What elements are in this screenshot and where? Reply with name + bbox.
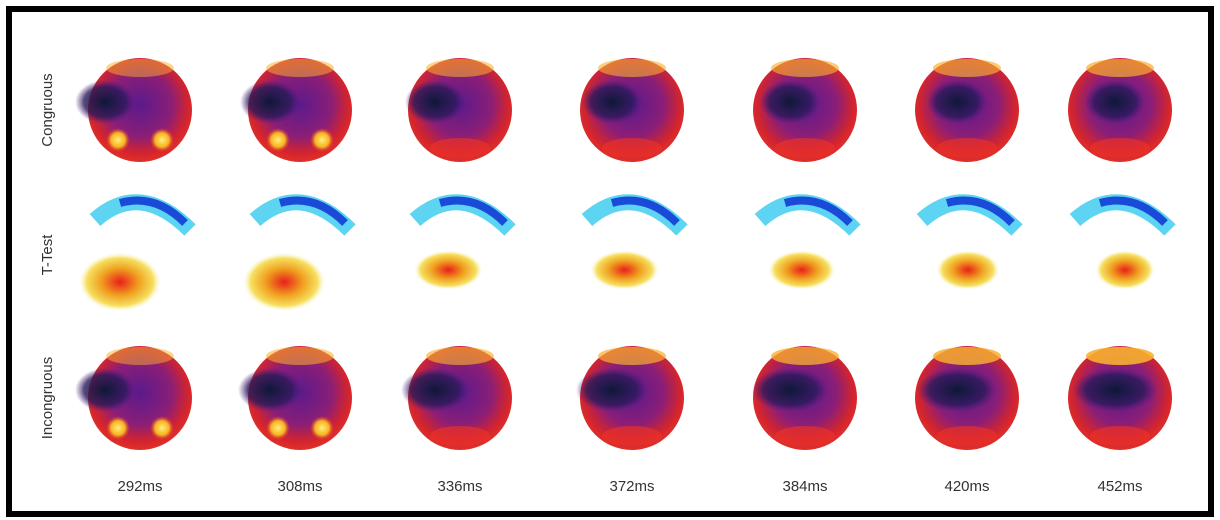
- time-label: 452ms: [1097, 478, 1142, 495]
- posterior-region: [1090, 426, 1150, 446]
- topo-map: [576, 346, 684, 450]
- positive-blob: [1094, 250, 1156, 290]
- topo-map: [240, 58, 352, 162]
- topo-map: [401, 346, 512, 450]
- negative-arc-core: [610, 196, 680, 226]
- ttest-map: [242, 194, 356, 312]
- negative-region: [401, 368, 469, 412]
- negative-arc-core: [783, 196, 853, 226]
- topo-map: [1068, 58, 1172, 162]
- positive-blob: [589, 250, 660, 290]
- posterior-peak: [310, 128, 334, 152]
- posterior-peak: [310, 416, 334, 440]
- topo-map: [75, 58, 192, 162]
- negative-arc-core: [278, 196, 348, 226]
- topographic-maps: [75, 58, 1176, 450]
- ttest-map: [754, 194, 861, 290]
- posterior-region: [937, 138, 997, 158]
- negative-region: [752, 368, 828, 412]
- frontal-peak: [106, 59, 174, 77]
- frontal-peak: [771, 59, 839, 77]
- negative-region: [240, 80, 300, 124]
- frontal-peak: [266, 59, 334, 77]
- positive-blob: [767, 250, 836, 290]
- topo-map: [405, 58, 512, 162]
- time-label: 336ms: [437, 478, 482, 495]
- negative-region: [75, 368, 135, 412]
- negative-region: [238, 368, 302, 412]
- frontal-peak: [426, 347, 494, 365]
- negative-region: [405, 80, 465, 124]
- posterior-region: [937, 426, 997, 446]
- negative-region: [582, 80, 642, 124]
- topo-map: [752, 346, 857, 450]
- row-label: Congruous: [39, 73, 56, 146]
- posterior-region: [602, 426, 662, 446]
- posterior-peak: [106, 416, 130, 440]
- posterior-peak: [150, 416, 174, 440]
- frontal-peak: [266, 347, 334, 365]
- topo-map: [238, 346, 352, 450]
- posterior-region: [430, 138, 490, 158]
- topo-map: [1068, 346, 1172, 450]
- positive-blob: [242, 252, 327, 312]
- negative-region: [760, 80, 820, 124]
- ttest-map: [1069, 194, 1176, 290]
- frontal-peak: [933, 59, 1001, 77]
- negative-arc-core: [945, 196, 1015, 226]
- time-label: 372ms: [609, 478, 654, 495]
- posterior-region: [602, 138, 662, 158]
- positive-blob: [78, 252, 162, 312]
- time-label: 420ms: [944, 478, 989, 495]
- row-label: Incongruous: [39, 357, 56, 440]
- topo-map: [580, 58, 684, 162]
- ttest-map: [78, 194, 196, 312]
- posterior-peak: [150, 128, 174, 152]
- negative-region: [75, 80, 135, 124]
- posterior-region: [775, 426, 835, 446]
- frontal-peak: [598, 59, 666, 77]
- negative-region: [576, 368, 648, 412]
- topo-map: [915, 346, 1019, 450]
- posterior-peak: [106, 128, 130, 152]
- frontal-peak: [933, 347, 1001, 365]
- positive-blob: [935, 250, 1001, 290]
- ttest-map: [409, 194, 516, 290]
- frontal-peak: [426, 59, 494, 77]
- positive-blob: [413, 250, 484, 290]
- negative-region: [917, 368, 997, 412]
- posterior-region: [1090, 138, 1150, 158]
- time-label: 292ms: [117, 478, 162, 495]
- negative-arc-core: [1098, 196, 1168, 226]
- posterior-region: [430, 426, 490, 446]
- posterior-peak: [266, 416, 290, 440]
- topo-map: [75, 346, 192, 450]
- ttest-map: [581, 194, 688, 290]
- time-label: 308ms: [277, 478, 322, 495]
- row-label: T-Test: [39, 234, 56, 276]
- frontal-peak: [1086, 59, 1154, 77]
- negative-region: [1073, 368, 1157, 412]
- topo-map: [753, 58, 857, 162]
- negative-region: [1085, 80, 1145, 124]
- frontal-peak: [1086, 347, 1154, 365]
- frontal-peak: [106, 347, 174, 365]
- posterior-peak: [266, 128, 290, 152]
- negative-region: [927, 80, 987, 124]
- negative-arc-core: [438, 196, 508, 226]
- posterior-region: [775, 138, 835, 158]
- negative-arc-core: [118, 196, 188, 226]
- time-label: 384ms: [782, 478, 827, 495]
- frontal-peak: [771, 347, 839, 365]
- ttest-map: [916, 194, 1023, 290]
- frontal-peak: [598, 347, 666, 365]
- topo-map: [915, 58, 1019, 162]
